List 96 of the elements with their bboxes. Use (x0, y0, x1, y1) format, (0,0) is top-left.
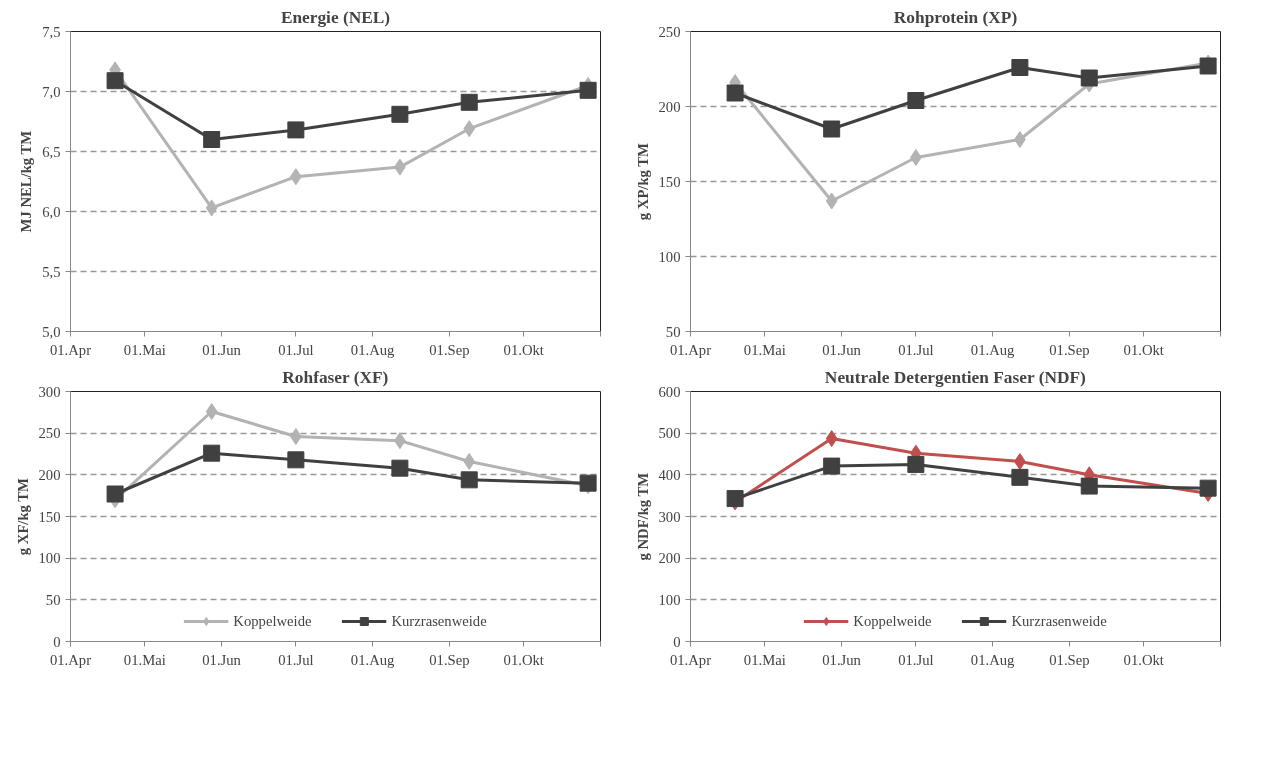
y-tick-label: 300 (658, 508, 681, 525)
x-tick-label: 01.Jun (202, 341, 242, 358)
x-tick-label: 01.Jul (898, 651, 934, 668)
y-tick-label: 100 (658, 591, 681, 608)
x-tick-label: 01.Aug (970, 651, 1016, 668)
y-axis-title: g XF/kg TM (14, 477, 31, 556)
chart-title: Energie (NEL) (280, 7, 391, 27)
y-tick-label: 5,5 (42, 263, 61, 280)
point (1080, 69, 1098, 87)
point (463, 120, 476, 138)
y-tick-label: 100 (38, 550, 61, 567)
y-tick-label: 150 (38, 508, 61, 525)
point (823, 120, 841, 138)
y-tick-label: 0 (53, 633, 61, 650)
point (205, 199, 218, 217)
chart-title: Rohprotein (XP) (893, 7, 1018, 27)
x-tick-label: 01.Okt (1123, 341, 1164, 358)
y-axis-title: MJ NEL/kg TM (18, 130, 35, 233)
legend-label: Kurzrasenweide (391, 612, 487, 630)
chart-title: Rohfaser (XF) (282, 367, 389, 387)
x-tick-label: 01.Mai (123, 341, 166, 358)
x-tick-label: 01.Aug (350, 341, 396, 358)
x-tick-label: 01.Jun (822, 341, 862, 358)
x-tick-label: 01.Mai (123, 651, 166, 668)
x-tick-label: 01.Aug (350, 651, 396, 668)
y-tick-label: 150 (658, 173, 681, 190)
y-tick-label: 500 (658, 425, 681, 442)
legend-label: Koppelweide (853, 612, 932, 630)
point (290, 428, 302, 445)
chart-title: Neutrale Detergentien Faser (NDF) (824, 367, 1087, 387)
y-tick-label: 600 (658, 383, 681, 400)
point (463, 453, 476, 470)
legend-label: Koppelweide (233, 612, 312, 630)
y-tick-label: 400 (658, 466, 681, 483)
point (726, 84, 744, 102)
x-tick-label: 01.Apr (669, 651, 712, 668)
x-tick-label: 01.Okt (1123, 651, 1164, 668)
x-tick-label: 01.Jun (822, 651, 862, 668)
x-tick-label: 01.Mai (743, 651, 786, 668)
point (205, 403, 218, 420)
y-tick-label: 50 (45, 591, 61, 608)
x-tick-label: 01.Okt (503, 651, 544, 668)
y-tick-label: 200 (658, 550, 681, 567)
y-axis-title: g XP/kg TM (634, 142, 651, 221)
point (1014, 453, 1026, 470)
point (287, 451, 305, 469)
x-tick-label: 01.Apr (49, 651, 92, 668)
point (391, 105, 409, 123)
y-tick-label: 7,0 (42, 83, 61, 100)
point (1011, 59, 1029, 76)
x-tick-label: 01.Mai (743, 341, 786, 358)
point (907, 455, 925, 473)
point (203, 444, 221, 462)
point (907, 92, 925, 109)
legend-label: Kurzrasenweide (1011, 612, 1107, 630)
point (106, 485, 124, 503)
point (106, 72, 124, 90)
y-tick-label: 5,0 (42, 323, 61, 340)
y-tick-label: 200 (658, 98, 681, 115)
point (825, 430, 838, 448)
y-tick-label: 200 (38, 466, 61, 483)
point (1080, 477, 1098, 495)
point (391, 459, 409, 477)
x-tick-label: 01.Jul (278, 341, 314, 358)
y-tick-label: 50 (665, 323, 681, 340)
point (910, 149, 922, 166)
point (460, 471, 478, 489)
y-tick-label: 100 (658, 248, 681, 265)
x-tick-label: 01.Apr (49, 341, 92, 358)
point (1011, 468, 1029, 486)
x-tick-label: 01.Okt (503, 341, 544, 358)
x-tick-label: 01.Sep (1049, 651, 1090, 668)
y-tick-label: 250 (38, 425, 61, 442)
point (579, 81, 597, 99)
x-tick-label: 01.Jul (898, 341, 934, 358)
x-tick-label: 01.Sep (429, 651, 470, 668)
y-tick-label: 0 (673, 633, 681, 650)
y-tick-label: 7,5 (42, 23, 61, 40)
x-tick-label: 01.Aug (970, 341, 1016, 358)
y-tick-label: 6,5 (42, 143, 61, 160)
x-tick-label: 01.Jul (278, 651, 314, 668)
point (823, 457, 841, 475)
point (825, 192, 838, 210)
x-tick-label: 01.Sep (429, 341, 470, 358)
x-tick-label: 01.Jun (202, 651, 242, 668)
y-tick-label: 300 (38, 383, 61, 400)
x-tick-label: 01.Apr (669, 341, 712, 358)
y-tick-label: 6,0 (42, 203, 61, 220)
point (460, 93, 478, 111)
x-tick-label: 01.Sep (1049, 341, 1090, 358)
y-tick-label: 250 (658, 23, 681, 40)
point (1199, 479, 1217, 497)
point (1014, 131, 1026, 148)
point (287, 121, 305, 139)
y-axis-title: g NDF/kg TM (634, 472, 651, 561)
point (203, 131, 221, 148)
